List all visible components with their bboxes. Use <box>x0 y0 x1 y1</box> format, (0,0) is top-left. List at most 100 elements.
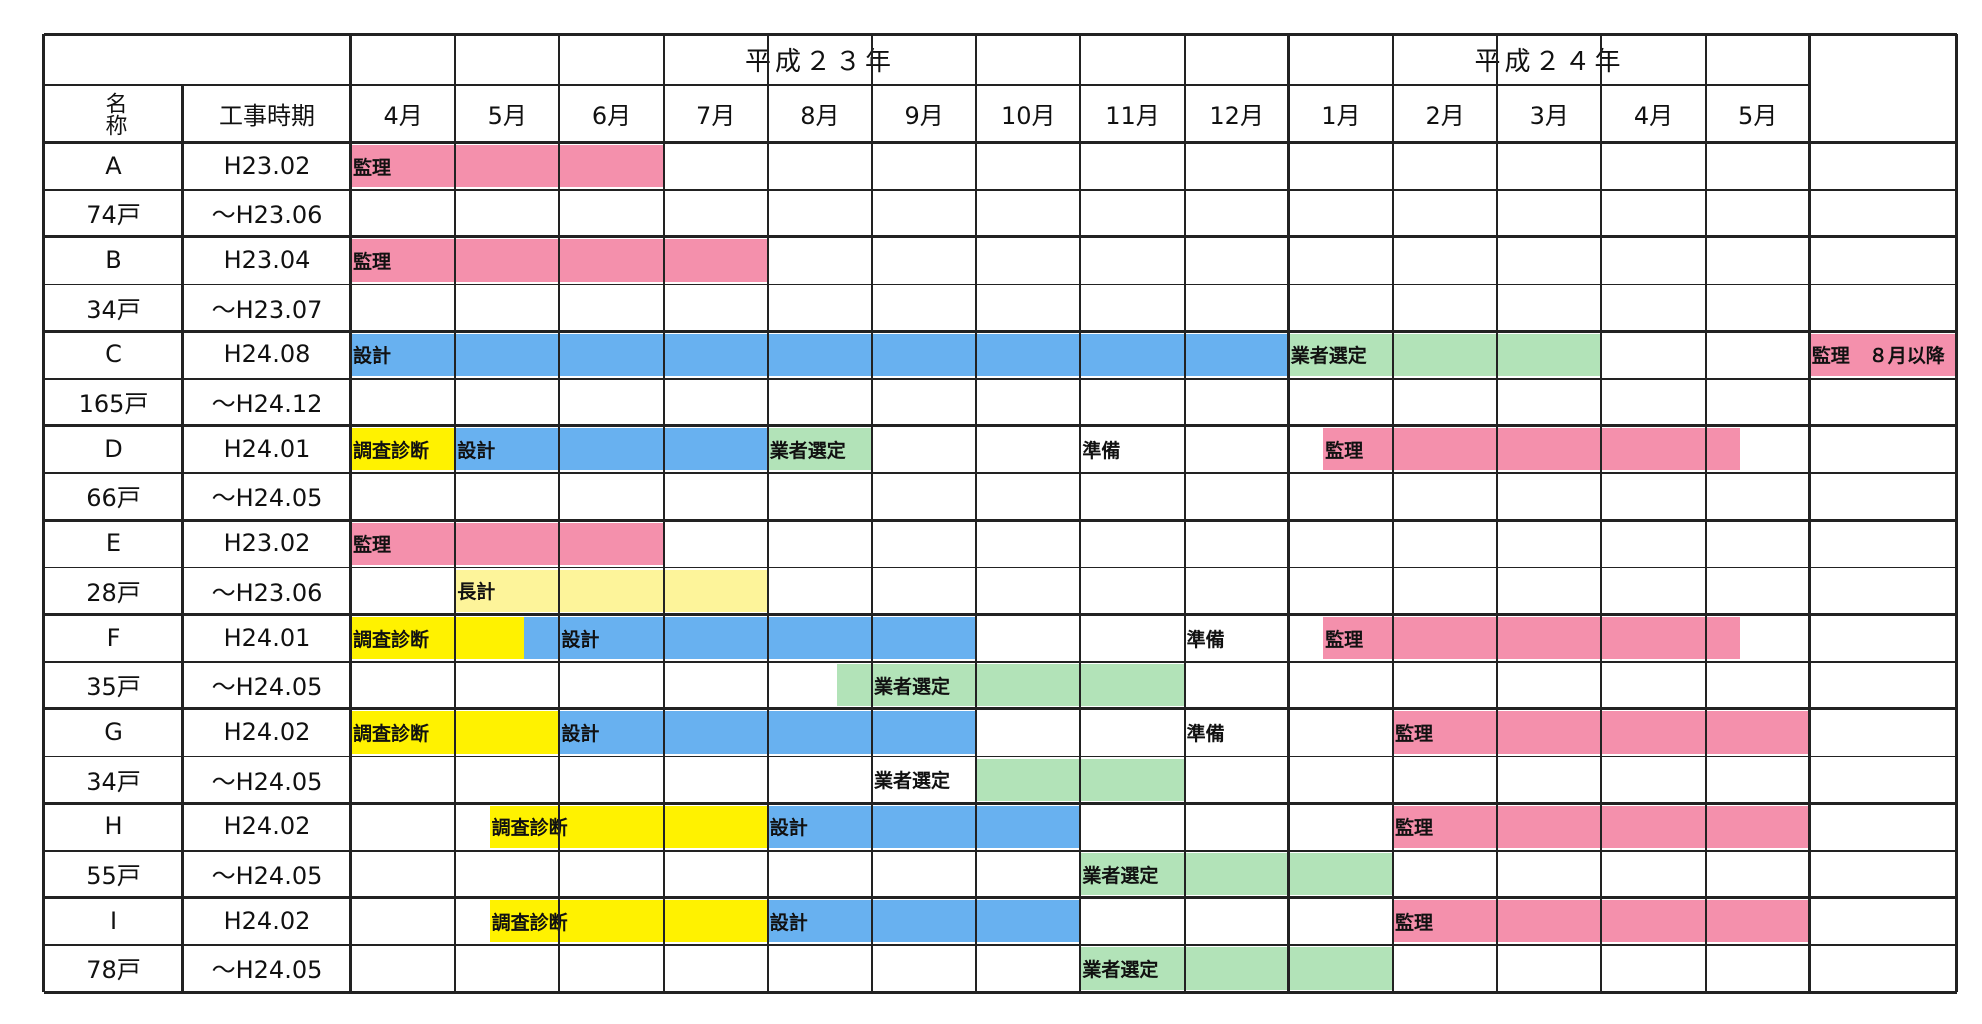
bar-label: 設計 <box>561 722 600 745</box>
grid-hline <box>44 329 1957 333</box>
bar-label: 業者選定 <box>1082 864 1159 887</box>
schedule-table: 名称 工事時期 平成２３年 平成２４年 4月 5月 6月 7月 8月 9月 10月 11月 12… <box>42 33 1958 994</box>
project-start: H24.02 <box>223 812 311 841</box>
schedule-bar: 設計 <box>767 805 1081 848</box>
bar-label: 監理 <box>1395 911 1434 934</box>
grid-hline <box>44 566 1957 569</box>
schedule-bar: 設計 <box>523 617 977 660</box>
project-start: H24.01 <box>223 434 311 463</box>
grid-vline <box>975 34 978 992</box>
project-start: H23.04 <box>223 245 311 274</box>
grid-hline <box>44 283 1957 286</box>
month-header: 8月 <box>800 102 840 130</box>
schedule-bar: 業者選定 <box>1080 947 1393 990</box>
project-units: 165戸 <box>78 390 149 419</box>
project-end: ～H24.12 <box>211 390 323 419</box>
grid-hline <box>44 472 1957 474</box>
schedule-bar: 調査診断 <box>351 617 524 660</box>
grid-vline <box>1807 34 1811 992</box>
grid-hline <box>44 661 1957 663</box>
month-header: 12月 <box>1209 102 1264 130</box>
project-end: ～H23.06 <box>211 201 323 230</box>
project-units: 78戸 <box>86 956 141 985</box>
schedule-bar: 監理 ８月以降 <box>1809 333 1957 376</box>
schedule-bar: 監理 <box>351 522 664 565</box>
grid-hline <box>44 707 1957 711</box>
grid-vline <box>349 34 352 992</box>
month-header: 5月 <box>487 102 527 130</box>
project-name: E <box>105 529 122 558</box>
project-start: H24.08 <box>223 340 311 369</box>
grid-hline <box>44 850 1957 852</box>
grid-hline <box>44 944 1957 946</box>
year-header-2012: 平成２４年 <box>1474 47 1625 77</box>
grid-hline <box>44 33 1957 36</box>
bar-label: 設計 <box>457 439 496 462</box>
grid-vline <box>766 34 769 992</box>
project-start: H24.02 <box>223 717 311 746</box>
grid-vline <box>1954 34 1958 992</box>
project-units: 55戸 <box>86 862 141 891</box>
bar-label: 調査診断 <box>491 817 568 840</box>
project-end: ～H24.05 <box>211 956 323 985</box>
month-header: 1月 <box>1321 102 1361 130</box>
grid-hline <box>44 424 1957 428</box>
grid-vline <box>1496 34 1499 992</box>
bar-label: 設計 <box>561 628 600 651</box>
project-start: H23.02 <box>223 529 311 558</box>
schedule-bar: 長計 <box>455 569 768 612</box>
project-name: C <box>105 340 122 369</box>
month-header: 5月 <box>1738 102 1778 130</box>
project-end: ～H23.07 <box>211 295 323 324</box>
project-units: 35戸 <box>86 673 141 702</box>
name-header: 名称 <box>101 91 127 136</box>
project-end: ～H24.05 <box>211 484 323 513</box>
project-name: D <box>104 434 123 463</box>
project-name: G <box>104 717 123 746</box>
grid-hline <box>44 378 1957 380</box>
note-label: 準備 <box>1082 439 1121 462</box>
grid-vline <box>1704 34 1707 992</box>
bar-label: 監理 <box>353 156 392 179</box>
bar-label: 監理 <box>1395 817 1434 840</box>
grid-hline <box>44 896 1957 900</box>
month-header: 9月 <box>904 102 944 130</box>
grid-vline <box>1183 34 1186 992</box>
grid-vline <box>558 34 561 992</box>
project-start: H24.02 <box>223 906 311 935</box>
schedule-bar: 監理 <box>1323 428 1740 471</box>
note-label: 準備 <box>1186 628 1225 651</box>
bar-label: 業者選定 <box>1082 958 1159 981</box>
bar-label: 監理 <box>353 534 392 557</box>
schedule-bar: 業者選定 <box>836 664 1185 707</box>
project-start: H24.01 <box>223 623 311 652</box>
schedule-bar: 監理 <box>351 145 664 188</box>
grid-vline <box>871 34 873 992</box>
schedule-bar: 設計 <box>455 428 768 471</box>
month-header: 11月 <box>1105 102 1160 130</box>
period-header: 工事時期 <box>219 102 315 130</box>
schedule-bar: 業者選定 <box>1080 853 1393 896</box>
bar-label: 調査診断 <box>491 911 568 934</box>
grid-vline <box>1600 34 1603 992</box>
project-end: ～H24.05 <box>211 862 323 891</box>
grid-vline <box>662 34 665 992</box>
grid-vline <box>181 85 184 992</box>
grid-vline <box>42 34 45 992</box>
grid-vline <box>454 34 457 992</box>
month-header: 10月 <box>1001 102 1056 130</box>
bar-label: 監理 <box>353 250 392 273</box>
bar-label: 調査診断 <box>353 722 430 745</box>
schedule-bar: 業者選定 <box>767 428 872 471</box>
project-end: ～H24.05 <box>211 767 323 796</box>
bar-label: 業者選定 <box>1290 345 1367 368</box>
bar-label: 長計 <box>457 581 496 604</box>
project-units: 34戸 <box>86 767 141 796</box>
grid-hline <box>44 755 1957 758</box>
year-header-2011: 平成２３年 <box>744 47 895 77</box>
grid-vline <box>1392 34 1394 992</box>
bar-label: 監理 <box>1395 722 1434 745</box>
bar-label: 監理 <box>1325 628 1364 651</box>
schedule-bar: 設計 <box>351 333 1289 376</box>
project-end: ～H23.06 <box>211 578 323 607</box>
